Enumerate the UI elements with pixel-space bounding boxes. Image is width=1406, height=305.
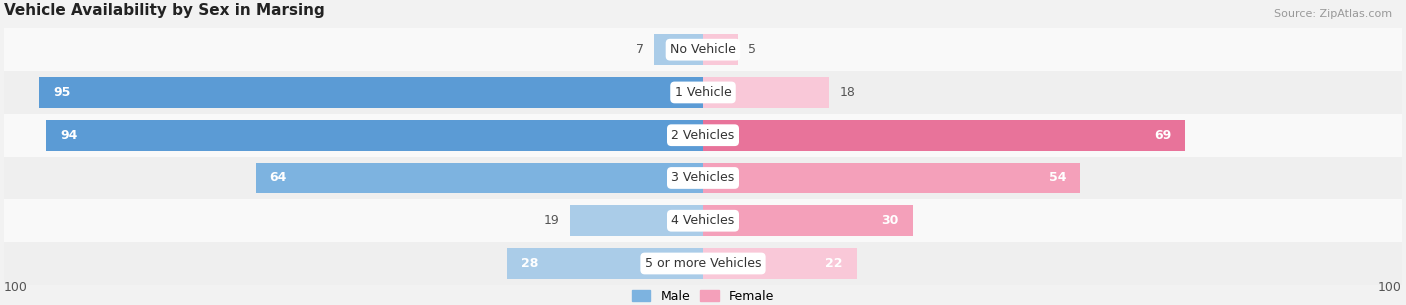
Text: 30: 30 bbox=[882, 214, 898, 227]
Text: 5 or more Vehicles: 5 or more Vehicles bbox=[645, 257, 761, 270]
Bar bbox=[703, 163, 1080, 193]
Bar bbox=[4, 242, 1402, 285]
Bar bbox=[703, 120, 1185, 151]
Text: 18: 18 bbox=[839, 86, 855, 99]
Text: 4 Vehicles: 4 Vehicles bbox=[672, 214, 734, 227]
Bar bbox=[571, 205, 703, 236]
Bar bbox=[703, 77, 828, 108]
Bar bbox=[703, 205, 912, 236]
Bar bbox=[4, 156, 1402, 199]
Bar bbox=[4, 199, 1402, 242]
Bar bbox=[256, 163, 703, 193]
Bar bbox=[508, 248, 703, 279]
Text: 3 Vehicles: 3 Vehicles bbox=[672, 171, 734, 185]
Text: 19: 19 bbox=[544, 214, 560, 227]
Bar bbox=[39, 77, 703, 108]
Text: 100: 100 bbox=[4, 281, 28, 293]
Text: Vehicle Availability by Sex in Marsing: Vehicle Availability by Sex in Marsing bbox=[4, 3, 325, 19]
Text: 5: 5 bbox=[748, 43, 756, 56]
Text: 28: 28 bbox=[522, 257, 538, 270]
Text: 94: 94 bbox=[60, 129, 77, 142]
Text: 1 Vehicle: 1 Vehicle bbox=[675, 86, 731, 99]
Bar bbox=[703, 34, 738, 65]
Text: 54: 54 bbox=[1049, 171, 1066, 185]
Text: 22: 22 bbox=[825, 257, 842, 270]
Bar bbox=[703, 248, 856, 279]
Bar bbox=[654, 34, 703, 65]
Bar bbox=[46, 120, 703, 151]
Text: 95: 95 bbox=[53, 86, 70, 99]
Text: Source: ZipAtlas.com: Source: ZipAtlas.com bbox=[1274, 9, 1392, 19]
Bar bbox=[4, 71, 1402, 114]
Text: 69: 69 bbox=[1154, 129, 1171, 142]
Text: 64: 64 bbox=[270, 171, 287, 185]
Bar bbox=[4, 114, 1402, 156]
Text: No Vehicle: No Vehicle bbox=[671, 43, 735, 56]
Bar bbox=[4, 28, 1402, 71]
Text: 7: 7 bbox=[636, 43, 644, 56]
Legend: Male, Female: Male, Female bbox=[631, 290, 775, 303]
Text: 100: 100 bbox=[1378, 281, 1402, 293]
Text: 2 Vehicles: 2 Vehicles bbox=[672, 129, 734, 142]
